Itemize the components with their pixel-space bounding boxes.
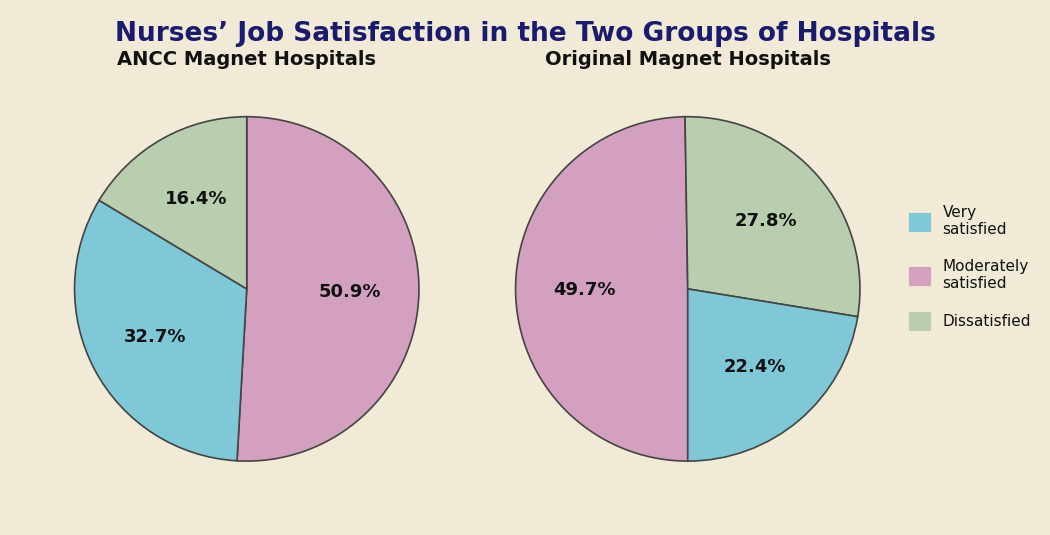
Text: Nurses’ Job Satisfaction in the Two Groups of Hospitals: Nurses’ Job Satisfaction in the Two Grou… — [114, 21, 936, 48]
Text: 32.7%: 32.7% — [124, 328, 187, 346]
Wedge shape — [75, 200, 247, 461]
Legend: Very
satisfied, Moderately
satisfied, Dissatisfied: Very satisfied, Moderately satisfied, Di… — [903, 199, 1037, 336]
Title: ANCC Magnet Hospitals: ANCC Magnet Hospitals — [118, 50, 376, 70]
Text: 27.8%: 27.8% — [734, 212, 797, 230]
Wedge shape — [685, 117, 860, 317]
Text: 49.7%: 49.7% — [553, 281, 615, 299]
Text: 22.4%: 22.4% — [723, 358, 786, 376]
Wedge shape — [516, 117, 688, 461]
Title: Original Magnet Hospitals: Original Magnet Hospitals — [545, 50, 831, 70]
Wedge shape — [99, 117, 247, 289]
Wedge shape — [688, 289, 858, 461]
Wedge shape — [237, 117, 419, 461]
Text: 16.4%: 16.4% — [165, 190, 227, 208]
Text: 50.9%: 50.9% — [319, 283, 381, 301]
